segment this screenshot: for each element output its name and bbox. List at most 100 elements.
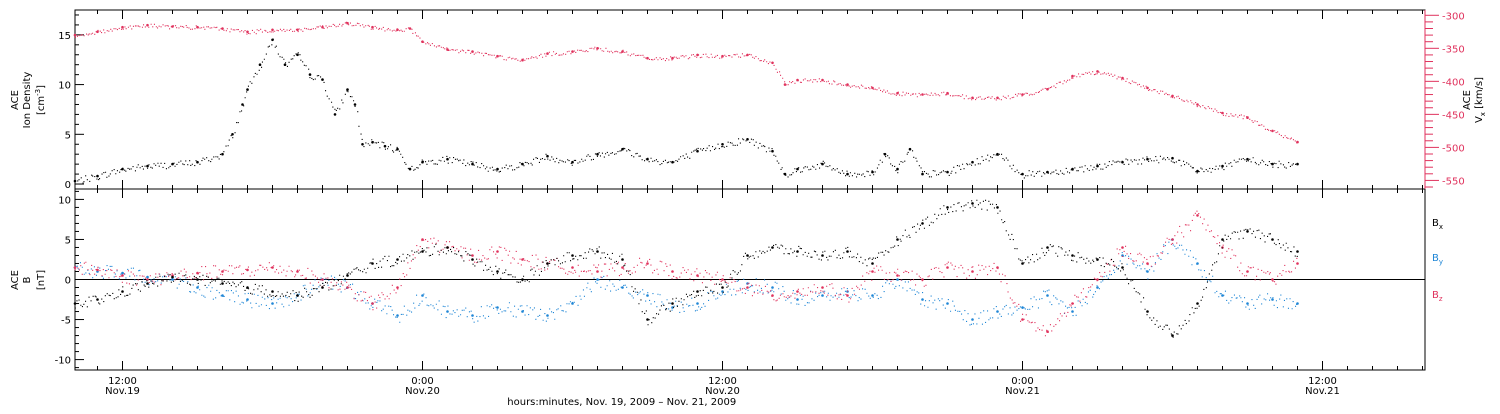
bottom-left-tick-label: 5 (65, 235, 71, 246)
x-tick-time-label: 12:00 (108, 376, 137, 387)
x-tick-time-label: 0:00 (411, 376, 433, 387)
density-point (846, 172, 849, 176)
x-tick-time-label: 0:00 (1011, 376, 1033, 387)
bx-point (1296, 250, 1299, 253)
bx-point (471, 258, 474, 261)
bx-trace (74, 199, 1298, 338)
bx-point (1171, 334, 1174, 337)
bx-point (1121, 266, 1124, 269)
speed-point (1096, 70, 1099, 73)
by-trace (75, 239, 1298, 326)
speed-var-sub: x (1479, 112, 1487, 116)
bz-point (1021, 318, 1024, 321)
bx-point (621, 258, 624, 261)
bx-point (721, 286, 724, 289)
legend-bz: Bz (1432, 290, 1443, 303)
density-point (146, 164, 149, 168)
density-point (258, 63, 262, 66)
speed-point (1021, 93, 1024, 96)
by-point (1096, 286, 1099, 289)
bx-point (96, 298, 99, 301)
by-point (196, 286, 199, 289)
x-tick-date-label: Nov.21 (1305, 386, 1340, 397)
bx-point (871, 262, 874, 265)
by-point (996, 310, 999, 313)
top-left-tick-label: 5 (65, 130, 71, 141)
bx-point (121, 290, 124, 293)
density-point (1271, 162, 1274, 166)
by-point (146, 275, 149, 279)
density-point (921, 172, 924, 176)
speed-point (371, 25, 374, 29)
bx-point (73, 302, 77, 305)
by-point (646, 294, 649, 297)
density-unit-base: [cm (36, 96, 47, 115)
density-point (396, 147, 399, 151)
bx-point (846, 250, 849, 253)
bz-point (321, 278, 324, 281)
density-point (571, 160, 574, 164)
speed-series (73, 21, 1299, 144)
bz-point (621, 266, 624, 269)
top-left-tick-label: 10 (58, 81, 71, 92)
bx-point (996, 206, 999, 209)
bz-point (971, 270, 974, 273)
bz-point (1121, 246, 1124, 249)
density-point (796, 167, 799, 171)
density-point (1096, 164, 1099, 168)
legend-name: B (1432, 290, 1439, 301)
density-point (1246, 157, 1249, 161)
bz-point (221, 270, 224, 273)
bx-point (1046, 246, 1049, 249)
by-point (921, 298, 924, 301)
bz-point (346, 286, 349, 289)
bx-point (1246, 230, 1249, 233)
speed-point (696, 53, 699, 57)
by-point (1221, 294, 1224, 297)
bx-point (646, 318, 649, 321)
top-right-tick-label: -550 (1442, 176, 1465, 187)
speed-axis-var: Vx [km/s] (1474, 77, 1487, 123)
density-point (721, 143, 724, 146)
density-point (471, 162, 474, 166)
bz-point (496, 250, 499, 253)
speed-point (1196, 103, 1199, 106)
density-point (696, 149, 699, 153)
bx-point (921, 222, 924, 225)
speed-point (1146, 86, 1149, 90)
x-tick-date-label: Nov.20 (405, 386, 440, 397)
bx-point (321, 286, 324, 289)
bz-point (73, 266, 77, 269)
speed-point (846, 83, 849, 86)
speed-point (246, 30, 249, 34)
bz-point (296, 270, 299, 273)
speed-point (121, 25, 124, 29)
density-point (1171, 156, 1174, 160)
legend-sub: z (1439, 295, 1443, 303)
by-point (121, 271, 124, 275)
bz-point (846, 294, 849, 297)
bx-point (596, 250, 599, 253)
density-axis-label: Ion Density (22, 72, 33, 129)
density-point (296, 53, 299, 57)
by-point (796, 298, 799, 301)
top-panel-frame (74, 9, 1426, 190)
density-point (283, 63, 287, 66)
speed-point (671, 56, 674, 60)
density-point (621, 147, 624, 151)
by-series (73, 238, 1299, 326)
bottom-left-tick-label: -10 (55, 356, 71, 367)
by-point (971, 318, 974, 321)
top-right-tick-label: -300 (1442, 11, 1465, 22)
density-point (231, 133, 234, 136)
x-tick-marks (97, 10, 1423, 370)
bz-point (871, 270, 874, 273)
bz-point (596, 270, 599, 273)
bz-point (1171, 238, 1174, 241)
bx-point (296, 294, 299, 297)
density-point (333, 113, 337, 116)
speed-point (1071, 74, 1074, 78)
density-point (1196, 169, 1199, 173)
bz-series (73, 210, 1299, 337)
